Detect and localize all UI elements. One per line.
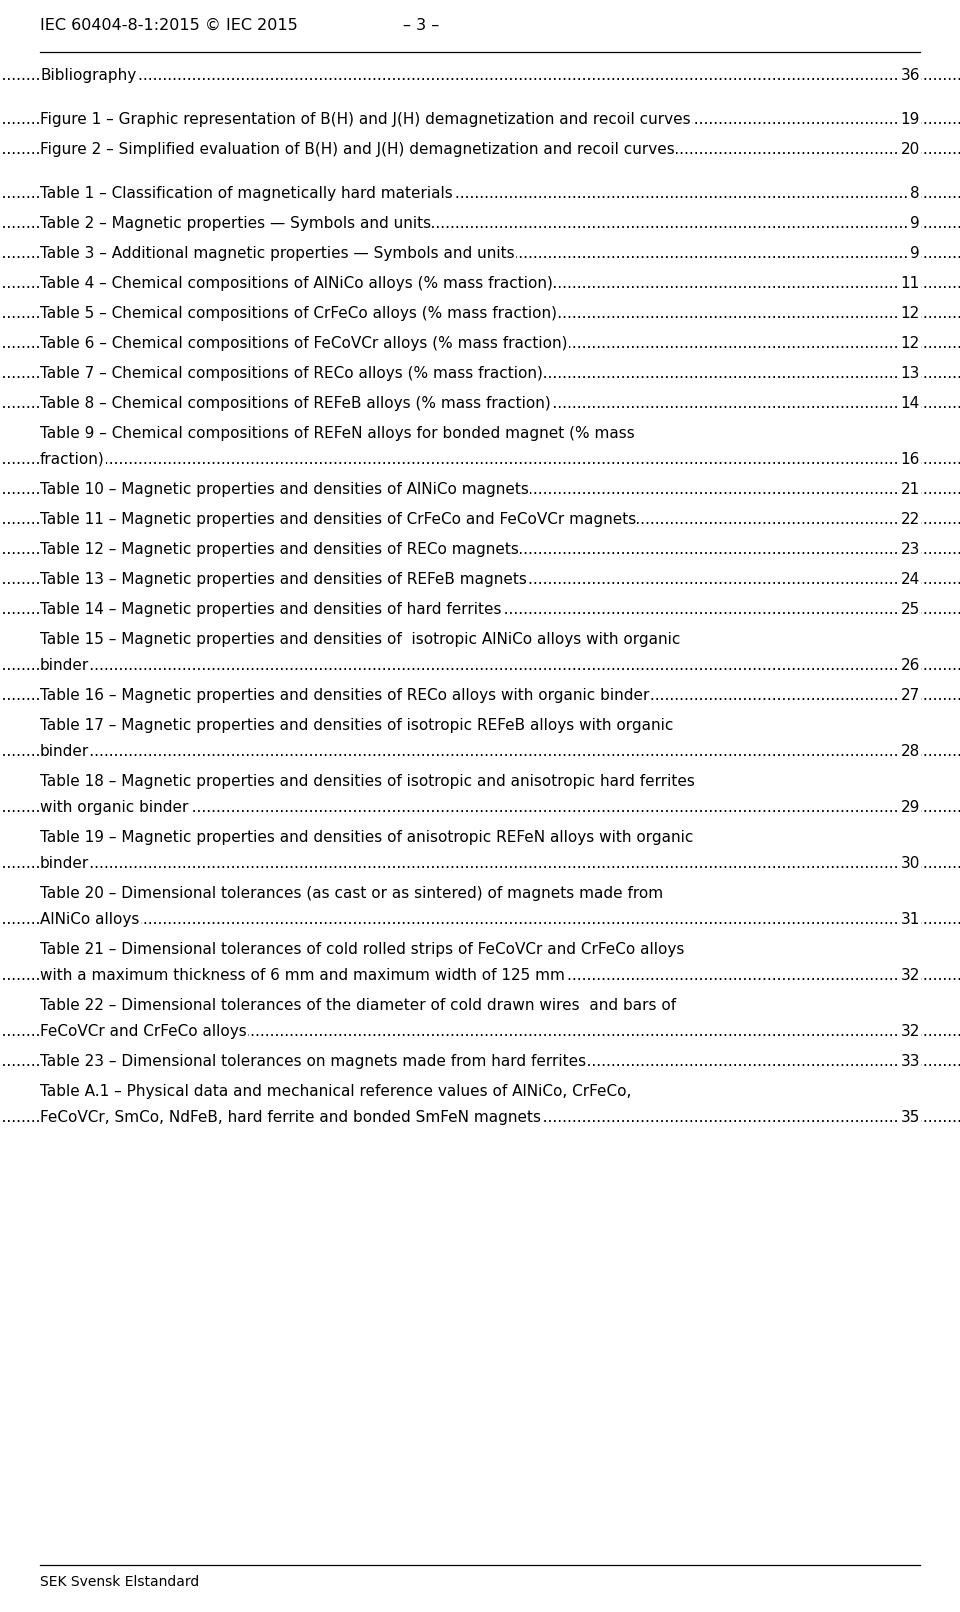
Text: Table 15 – Magnetic properties and densities of  isotropic AlNiCo alloys with or: Table 15 – Magnetic properties and densi…	[40, 632, 681, 646]
Text: Table 20 – Dimensional tolerances (as cast or as sintered) of magnets made from: Table 20 – Dimensional tolerances (as ca…	[40, 887, 663, 901]
Text: 33: 33	[900, 1054, 920, 1069]
Text: ................................................................................: ........................................…	[0, 800, 960, 816]
Text: ................................................................................: ........................................…	[0, 912, 960, 927]
Text: 32: 32	[900, 967, 920, 983]
Text: Table 11 – Magnetic properties and densities of CrFeCo and FeCoVCr magnets: Table 11 – Magnetic properties and densi…	[40, 513, 636, 527]
Text: ................................................................................: ........................................…	[0, 1054, 960, 1069]
Text: 12: 12	[900, 306, 920, 321]
Text: Bibliography: Bibliography	[40, 68, 136, 82]
Text: FeCoVCr and CrFeCo alloys: FeCoVCr and CrFeCo alloys	[40, 1024, 247, 1040]
Text: 14: 14	[900, 397, 920, 411]
Text: AlNiCo alloys: AlNiCo alloys	[40, 912, 139, 927]
Text: ................................................................................: ........................................…	[0, 856, 960, 870]
Text: 31: 31	[900, 912, 920, 927]
Text: Table 18 – Magnetic properties and densities of isotropic and anisotropic hard f: Table 18 – Magnetic properties and densi…	[40, 774, 695, 788]
Text: ................................................................................: ........................................…	[0, 658, 960, 672]
Text: binder: binder	[40, 658, 89, 672]
Text: ................................................................................: ........................................…	[0, 111, 960, 127]
Text: with a maximum thickness of 6 mm and maximum width of 125 mm: with a maximum thickness of 6 mm and max…	[40, 967, 564, 983]
Text: Table 13 – Magnetic properties and densities of REFeB magnets: Table 13 – Magnetic properties and densi…	[40, 572, 527, 587]
Text: 11: 11	[900, 276, 920, 292]
Text: Table 2 – Magnetic properties — Symbols and units: Table 2 – Magnetic properties — Symbols …	[40, 216, 431, 231]
Text: ................................................................................: ........................................…	[0, 335, 960, 351]
Text: 20: 20	[900, 142, 920, 156]
Text: 29: 29	[900, 800, 920, 816]
Text: ................................................................................: ........................................…	[0, 142, 960, 156]
Text: 36: 36	[900, 68, 920, 82]
Text: ................................................................................: ........................................…	[0, 397, 960, 411]
Text: ................................................................................: ........................................…	[0, 306, 960, 321]
Text: ................................................................................: ........................................…	[0, 451, 960, 467]
Text: ................................................................................: ........................................…	[0, 1111, 960, 1125]
Text: binder: binder	[40, 745, 89, 759]
Text: 23: 23	[900, 542, 920, 558]
Text: Table 10 – Magnetic properties and densities of AlNiCo magnets: Table 10 – Magnetic properties and densi…	[40, 482, 529, 496]
Text: 9: 9	[910, 247, 920, 261]
Text: ................................................................................: ........................................…	[0, 745, 960, 759]
Text: Figure 2 – Simplified evaluation of B(H) and J(H) demagnetization and recoil cur: Figure 2 – Simplified evaluation of B(H)…	[40, 142, 675, 156]
Text: Table 6 – Chemical compositions of FeCoVCr alloys (% mass fraction): Table 6 – Chemical compositions of FeCoV…	[40, 335, 567, 351]
Text: 16: 16	[900, 451, 920, 467]
Text: Table 17 – Magnetic properties and densities of isotropic REFeB alloys with orga: Table 17 – Magnetic properties and densi…	[40, 717, 673, 733]
Text: 28: 28	[900, 745, 920, 759]
Text: IEC 60404-8-1:2015 © IEC 2015: IEC 60404-8-1:2015 © IEC 2015	[40, 18, 298, 32]
Text: 9: 9	[910, 216, 920, 231]
Text: 22: 22	[900, 513, 920, 527]
Text: Figure 1 – Graphic representation of B(H) and J(H) demagnetization and recoil cu: Figure 1 – Graphic representation of B(H…	[40, 111, 690, 127]
Text: ................................................................................: ........................................…	[0, 276, 960, 292]
Text: Table 14 – Magnetic properties and densities of hard ferrites: Table 14 – Magnetic properties and densi…	[40, 601, 501, 617]
Text: Table 12 – Magnetic properties and densities of RECo magnets: Table 12 – Magnetic properties and densi…	[40, 542, 518, 558]
Text: ................................................................................: ........................................…	[0, 247, 960, 261]
Text: 26: 26	[900, 658, 920, 672]
Text: 19: 19	[900, 111, 920, 127]
Text: ................................................................................: ........................................…	[0, 967, 960, 983]
Text: 21: 21	[900, 482, 920, 496]
Text: ................................................................................: ........................................…	[0, 1024, 960, 1040]
Text: 25: 25	[900, 601, 920, 617]
Text: ................................................................................: ........................................…	[0, 513, 960, 527]
Text: 32: 32	[900, 1024, 920, 1040]
Text: ................................................................................: ........................................…	[0, 185, 960, 202]
Text: ................................................................................: ........................................…	[0, 216, 960, 231]
Text: Table 1 – Classification of magnetically hard materials: Table 1 – Classification of magnetically…	[40, 185, 453, 202]
Text: Table 22 – Dimensional tolerances of the diameter of cold drawn wires  and bars : Table 22 – Dimensional tolerances of the…	[40, 998, 676, 1012]
Text: Table 9 – Chemical compositions of REFeN alloys for bonded magnet (% mass: Table 9 – Chemical compositions of REFeN…	[40, 426, 635, 442]
Text: 35: 35	[900, 1111, 920, 1125]
Text: 30: 30	[900, 856, 920, 870]
Text: 27: 27	[900, 688, 920, 703]
Text: 13: 13	[900, 366, 920, 380]
Text: 24: 24	[900, 572, 920, 587]
Text: ................................................................................: ........................................…	[0, 601, 960, 617]
Text: ................................................................................: ........................................…	[0, 542, 960, 558]
Text: SEK Svensk Elstandard: SEK Svensk Elstandard	[40, 1575, 200, 1589]
Text: – 3 –: – 3 –	[403, 18, 440, 32]
Text: ................................................................................: ........................................…	[0, 366, 960, 380]
Text: ................................................................................: ........................................…	[0, 482, 960, 496]
Text: Table 7 – Chemical compositions of RECo alloys (% mass fraction): Table 7 – Chemical compositions of RECo …	[40, 366, 542, 380]
Text: ................................................................................: ........................................…	[0, 68, 960, 82]
Text: Table 5 – Chemical compositions of CrFeCo alloys (% mass fraction): Table 5 – Chemical compositions of CrFeC…	[40, 306, 557, 321]
Text: binder: binder	[40, 856, 89, 870]
Text: Table 23 – Dimensional tolerances on magnets made from hard ferrites: Table 23 – Dimensional tolerances on mag…	[40, 1054, 587, 1069]
Text: with organic binder: with organic binder	[40, 800, 188, 816]
Text: Table 8 – Chemical compositions of REFeB alloys (% mass fraction): Table 8 – Chemical compositions of REFeB…	[40, 397, 551, 411]
Text: ................................................................................: ........................................…	[0, 572, 960, 587]
Text: Table 19 – Magnetic properties and densities of anisotropic REFeN alloys with or: Table 19 – Magnetic properties and densi…	[40, 830, 693, 845]
Text: Table 3 – Additional magnetic properties — Symbols and units: Table 3 – Additional magnetic properties…	[40, 247, 515, 261]
Text: 8: 8	[910, 185, 920, 202]
Text: Table 16 – Magnetic properties and densities of RECo alloys with organic binder: Table 16 – Magnetic properties and densi…	[40, 688, 649, 703]
Text: ................................................................................: ........................................…	[0, 688, 960, 703]
Text: Table 21 – Dimensional tolerances of cold rolled strips of FeCoVCr and CrFeCo al: Table 21 – Dimensional tolerances of col…	[40, 941, 684, 958]
Text: Table 4 – Chemical compositions of AlNiCo alloys (% mass fraction): Table 4 – Chemical compositions of AlNiC…	[40, 276, 553, 292]
Text: 12: 12	[900, 335, 920, 351]
Text: Table A.1 – Physical data and mechanical reference values of AlNiCo, CrFeCo,: Table A.1 – Physical data and mechanical…	[40, 1083, 632, 1099]
Text: fraction): fraction)	[40, 451, 105, 467]
Text: FeCoVCr, SmCo, NdFeB, hard ferrite and bonded SmFeN magnets: FeCoVCr, SmCo, NdFeB, hard ferrite and b…	[40, 1111, 541, 1125]
